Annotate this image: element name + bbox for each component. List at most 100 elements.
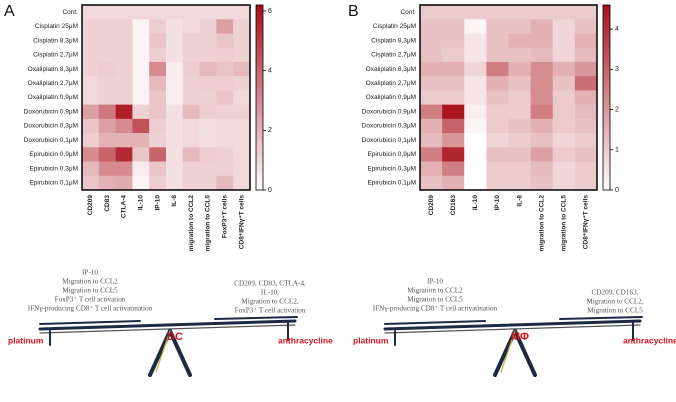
heat-cell [216,19,234,34]
heat-cell [98,33,116,48]
heat-cell [552,175,576,191]
heat-cell [115,147,133,162]
heat-cell [486,90,509,105]
row-label: Doxorubicin 0,9μM [362,108,416,115]
heat-cell [149,33,167,48]
heat-cell [115,5,133,20]
heat-cell [98,104,116,120]
heat-cell [216,33,234,48]
heat-cell [420,90,443,105]
heat-cell [132,104,150,120]
heat-cell [149,90,167,105]
cell-label: DC [167,331,183,343]
heat-cell [98,19,116,34]
heat-cell [115,33,133,48]
heat-cell [530,76,554,91]
heat-cell [98,133,116,148]
heat-cell [464,161,487,177]
heat-cell [508,161,531,177]
heat-cell [166,147,184,162]
heat-cell [98,76,116,91]
row-label: Cisplatin 8,3μM [33,37,78,44]
colorbar-tick-label: 4 [615,26,619,33]
heat-cell [420,161,443,177]
heat-cell [166,133,184,148]
row-label: Epirubicin 0,3μM [367,165,416,172]
heat-cell [166,33,184,48]
heat-cell [182,133,200,148]
heat-cell [442,104,465,120]
heat-cell [132,147,150,162]
heat-cell [82,76,100,91]
effect-text: Migration to CCL2, [586,298,644,306]
heat-cell [574,47,598,63]
heat-cell [82,161,100,177]
heat-cell [464,33,487,48]
heat-cell [149,133,167,148]
heat-cell [166,19,184,34]
heat-cell [442,5,465,20]
heat-cell [132,161,150,177]
heat-cell [530,133,554,148]
effect-text: CD209, CD163, [592,289,639,297]
heat-cell [182,147,200,162]
heat-cell [530,33,554,48]
heat-cell [82,104,100,120]
colorbar [602,4,611,191]
heat-cell [182,47,200,63]
heat-cell [552,133,576,148]
heat-cell [420,104,443,120]
heat-cell [149,5,167,20]
heat-cell [420,61,443,77]
heat-cell [574,175,598,191]
panel-label: B [348,3,359,20]
heat-cell [216,133,234,148]
column-label: migration to CCL5 [205,195,212,252]
heat-cell [486,33,509,48]
heat-cell [233,90,251,105]
heat-cell [166,76,184,91]
column-label: IL-10 [472,195,479,211]
heat-cell [464,61,487,77]
heat-cell [574,104,598,120]
heat-cell [486,76,509,91]
heat-cell [166,47,184,63]
heat-cell [149,76,167,91]
heat-cell [508,19,531,34]
heat-cell [464,133,487,148]
heat-cell [115,47,133,63]
heat-cell [464,47,487,63]
heat-cell [233,5,251,20]
row-label: Epirubicin 0,9μM [29,151,78,158]
effect-text: Migration to CCL5 [587,307,643,315]
heat-cell [486,47,509,63]
row-label: Epirubicin 0,1μM [367,180,416,187]
heat-cell [530,90,554,105]
heat-cell [486,19,509,34]
heat-cell [98,61,116,77]
heat-cell [216,104,234,120]
heat-cell [420,147,443,162]
heat-cell [420,175,443,191]
row-label: Cont. [400,9,416,16]
heat-cell [552,118,576,134]
column-label: CD83 [104,195,111,212]
heat-cell [82,90,100,105]
heat-cell [508,118,531,134]
colorbar-tick-label: 2 [615,106,619,113]
heat-cell [115,61,133,77]
effect-text: IP-10 [427,278,443,286]
heat-cell [574,76,598,91]
heat-cell [216,76,234,91]
heat-cell [182,61,200,77]
heat-cell [574,161,598,177]
heat-cell [552,90,576,105]
heat-cell [464,19,487,34]
heat-cell [182,33,200,48]
drug-label: platinum [353,335,389,345]
heat-cell [132,61,150,77]
colorbar-tick-label: 3 [615,66,619,73]
heat-cell [552,33,576,48]
heat-cell [552,161,576,177]
